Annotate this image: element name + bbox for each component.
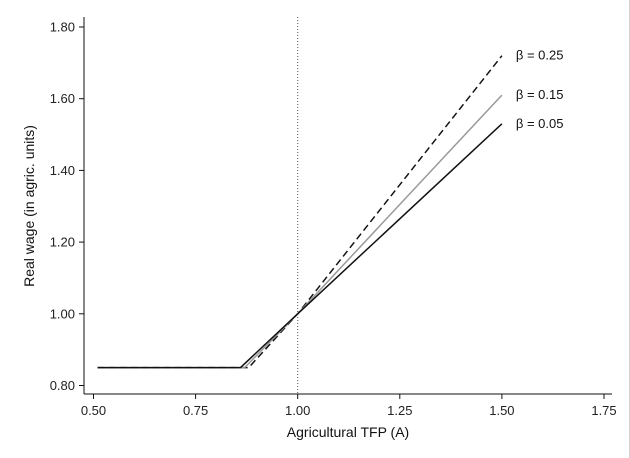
y-tick-label: 1.60 xyxy=(50,91,75,106)
x-tick-label: 1.50 xyxy=(489,403,514,418)
series-label: β = 0.05 xyxy=(516,116,564,131)
y-tick-label: 1.80 xyxy=(50,20,75,35)
x-tick-label: 1.25 xyxy=(387,403,412,418)
y-tick-label: 1.00 xyxy=(50,306,75,321)
x-tick-label: 0.50 xyxy=(81,403,106,418)
series-line xyxy=(97,55,503,369)
x-tick-label: 0.75 xyxy=(183,403,208,418)
y-tick-label: 0.80 xyxy=(50,378,75,393)
series-lines xyxy=(97,55,503,369)
series-labels: β = 0.25 β = 0.15 β = 0.05 xyxy=(516,48,564,131)
series-line xyxy=(97,123,503,369)
x-axis-title: Agricultural TFP (A) xyxy=(287,424,409,440)
y-tick-label: 1.20 xyxy=(50,235,75,250)
axes: 0.80 1.00 1.20 1.40 1.60 1.80 0.50 0.75 1.00 1.25… xyxy=(50,17,617,418)
x-tick-label: 1.00 xyxy=(285,403,310,418)
x-tick-label: 1.75 xyxy=(591,403,616,418)
series-label: β = 0.15 xyxy=(516,87,564,102)
series-label: β = 0.25 xyxy=(516,48,564,63)
y-tick-label: 1.40 xyxy=(50,163,75,178)
y-axis-title: Real wage (in agric. units) xyxy=(21,125,37,287)
series-line xyxy=(97,94,503,369)
